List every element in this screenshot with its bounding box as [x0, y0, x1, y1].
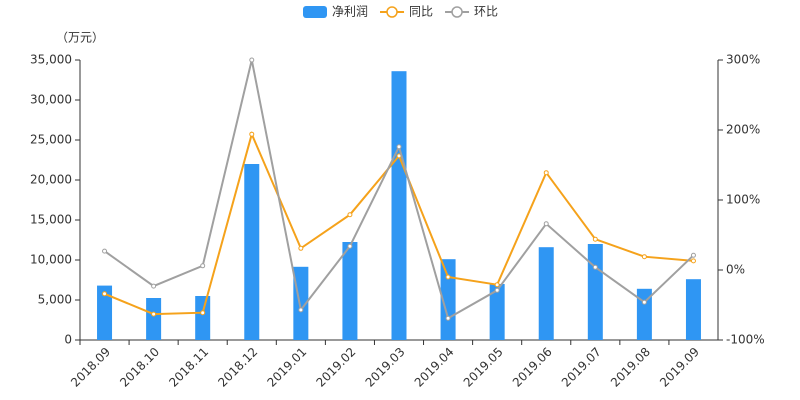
x-tick-label: 2019.08 [608, 345, 653, 390]
legend-swatch [451, 6, 463, 18]
x-tick-label: 2018.12 [215, 345, 260, 390]
point [396, 144, 402, 150]
bar [391, 71, 407, 340]
bar [538, 247, 554, 340]
point [494, 287, 500, 293]
point [543, 170, 549, 176]
bar [636, 288, 652, 340]
x-tick-label: 2019.09 [657, 345, 702, 390]
bar [146, 298, 162, 340]
x-tick-label: 2019.07 [559, 345, 604, 390]
point [298, 245, 304, 251]
legend-label: 环比 [474, 5, 498, 19]
point [102, 248, 108, 254]
point [445, 274, 451, 280]
x-tick-label: 2018.09 [68, 345, 113, 390]
point [151, 283, 157, 289]
y2-tick-label: -100% [726, 333, 765, 347]
y2-tick-label: 300% [726, 53, 760, 67]
y2-tick-label: 0% [726, 263, 745, 277]
legend-swatch [386, 6, 398, 18]
bar [342, 242, 358, 340]
bar [195, 296, 211, 340]
bar [293, 266, 309, 340]
point [543, 221, 549, 227]
y-tick-label: 10,000 [30, 253, 72, 267]
point [151, 311, 157, 317]
x-tick-label: 2019.05 [461, 345, 506, 390]
legend-swatch [303, 6, 327, 18]
point [690, 258, 696, 264]
point [592, 236, 598, 242]
x-tick-label: 2019.01 [264, 345, 309, 390]
y-tick-label: 20,000 [30, 173, 72, 187]
y2-tick-label: 200% [726, 123, 760, 137]
point [347, 243, 353, 249]
y-tick-label: 30,000 [30, 93, 72, 107]
x-tick-label: 2019.03 [363, 345, 408, 390]
point [641, 254, 647, 260]
x-tick-label: 2019.04 [412, 345, 457, 390]
bar [244, 164, 260, 340]
point [592, 264, 598, 270]
y-axis-label: （万元） [56, 31, 104, 45]
point [249, 131, 255, 137]
bar [685, 279, 701, 340]
bar [440, 259, 456, 340]
point [690, 252, 696, 258]
x-tick-label: 2018.11 [166, 345, 211, 390]
point [102, 291, 108, 297]
point [200, 263, 206, 269]
point [445, 315, 451, 321]
point [249, 57, 255, 63]
point [200, 310, 206, 316]
y2-tick-label: 100% [726, 193, 760, 207]
bar [489, 284, 505, 340]
y-tick-label: 5,000 [38, 293, 72, 307]
y-tick-label: 25,000 [30, 133, 72, 147]
y-tick-label: 15,000 [30, 213, 72, 227]
x-tick-label: 2019.06 [510, 345, 555, 390]
bar [97, 285, 113, 340]
point [494, 282, 500, 288]
y-tick-label: 0 [64, 333, 72, 347]
y-tick-label: 35,000 [30, 53, 72, 67]
legend-label: 同比 [409, 5, 433, 19]
legend-label: 净利润 [332, 5, 368, 19]
bar [587, 244, 603, 340]
x-tick-label: 2018.10 [117, 345, 162, 390]
x-tick-label: 2019.02 [314, 345, 359, 390]
point [347, 212, 353, 218]
point [641, 299, 647, 305]
point [298, 307, 304, 313]
